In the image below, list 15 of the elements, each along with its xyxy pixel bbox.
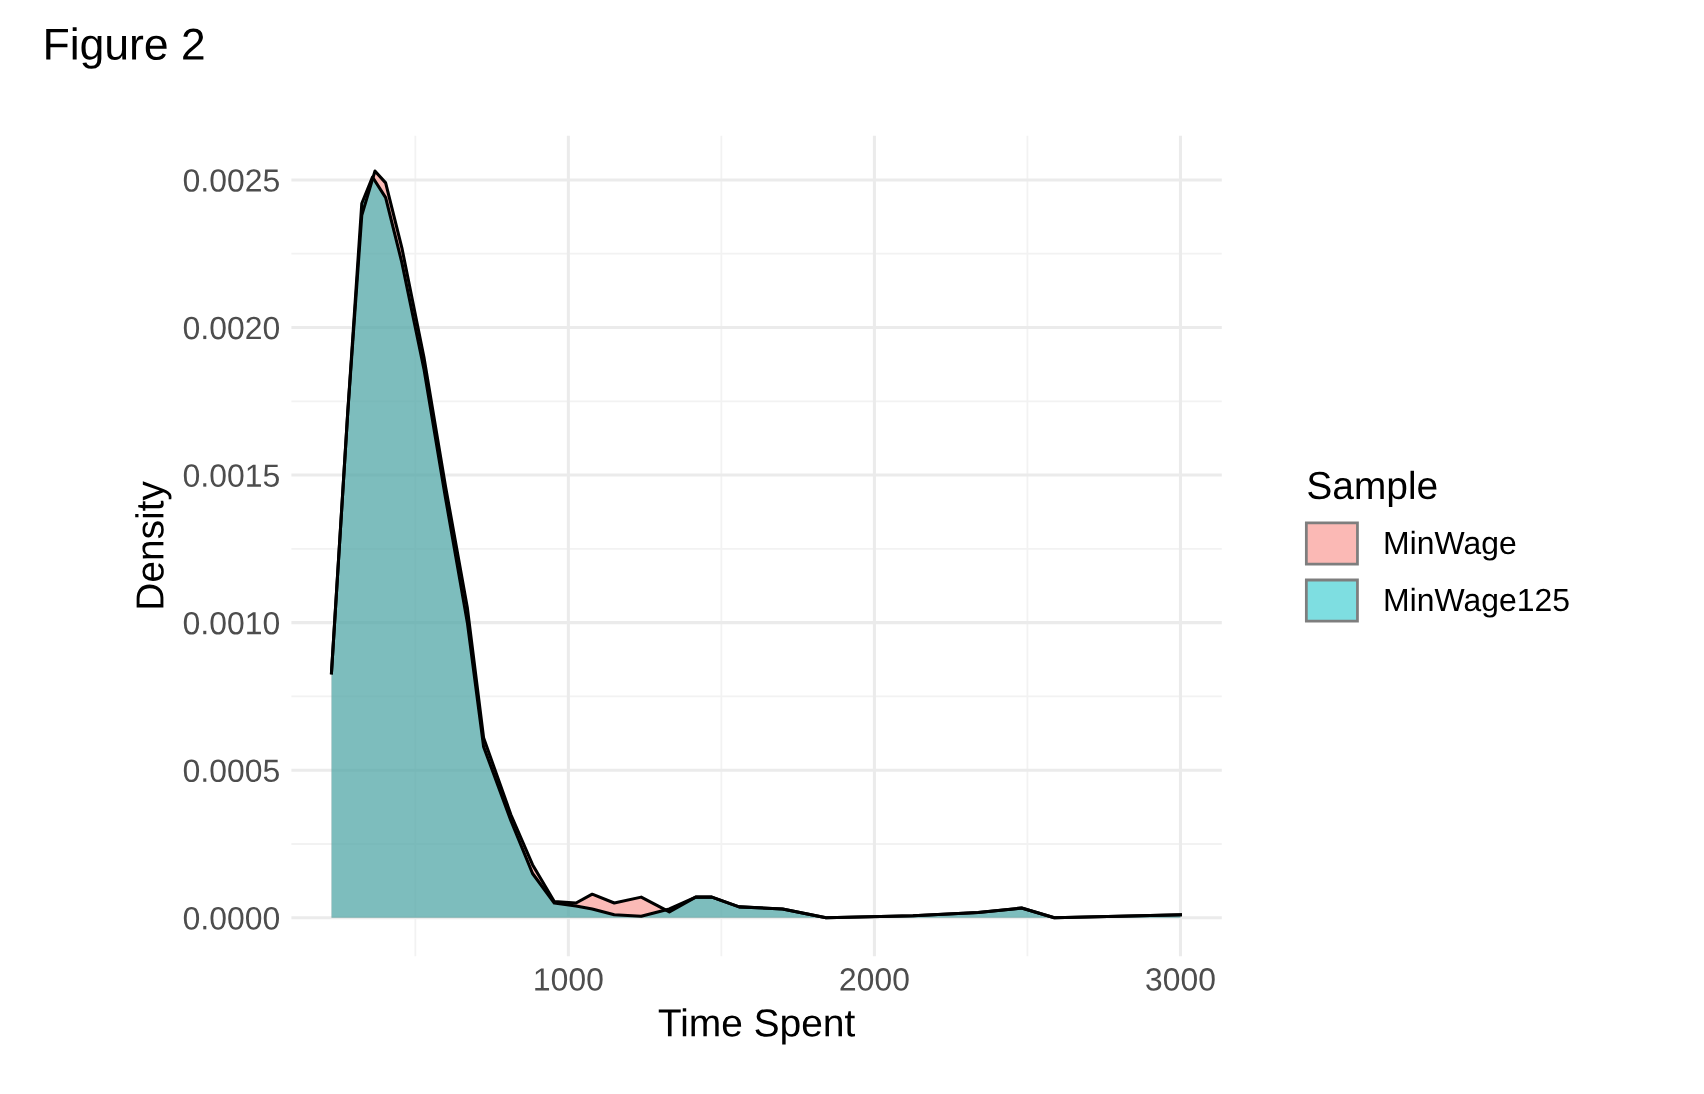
y-tick-label: 0.0010 [183, 611, 280, 635]
y-tick-label: 0.0025 [183, 169, 279, 192]
y-axis-title: Density [135, 481, 172, 608]
y-tick-label: 0.0005 [183, 759, 279, 783]
chart-title: Figure 2 [46, 27, 204, 69]
y-tick-label: 0.0000 [183, 907, 280, 930]
legend-label: MinWage [1385, 530, 1516, 561]
y-tick-label: 0.0020 [183, 316, 280, 340]
legend-label: MinWage125 [1385, 587, 1569, 618]
legend-title: Sample [1308, 470, 1437, 508]
x-tick-label: 3000 [1146, 968, 1215, 991]
x-tick-label: 2000 [840, 968, 909, 991]
x-axis-title: Time Spent [658, 1008, 855, 1045]
y-tick-label: 0.0015 [183, 464, 279, 487]
x-tick-label: 1000 [535, 968, 603, 991]
